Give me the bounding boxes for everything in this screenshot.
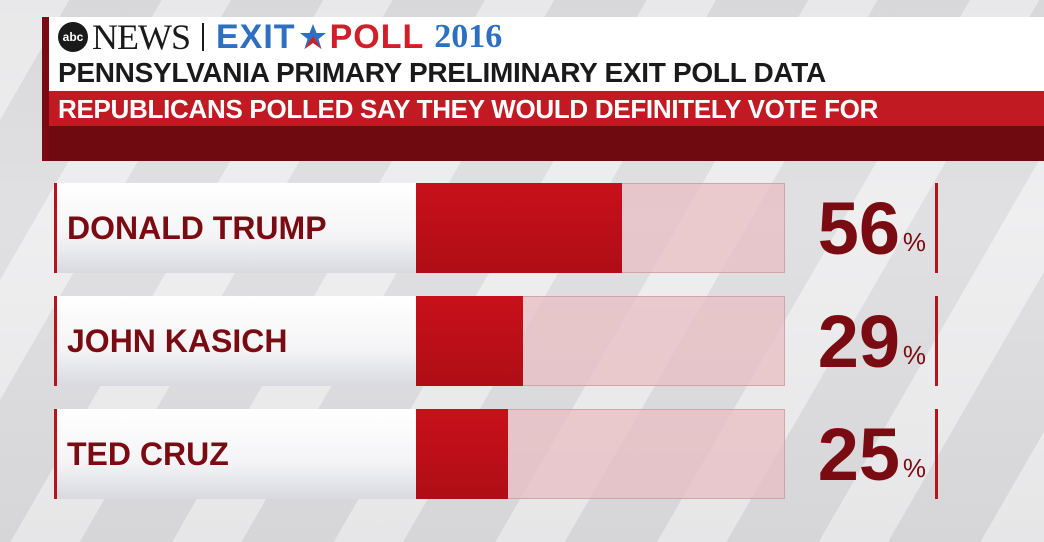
subtitle-bar: REPUBLICANS POLLED SAY THEY WOULD DEFINI… [49,91,1044,161]
bar-fill [416,183,622,273]
percent-value: 56 [817,187,900,270]
bar-row: DONALD TRUMP 56% [54,183,944,273]
poll-wordmark: POLL [329,18,425,56]
header-panel [42,17,1044,91]
percent-sign: % [902,453,926,483]
bar-fill [416,409,508,499]
chart-title: PENNSYLVANIA PRIMARY PRELIMINARY EXIT PO… [58,57,826,88]
chart-subtitle: REPUBLICANS POLLED SAY THEY WOULD DEFINI… [58,94,879,124]
percent-sign: % [902,340,926,370]
bar-row: TED CRUZ 25% [54,409,944,499]
percent-value: 25 [817,413,900,496]
percent-rule [935,183,938,273]
percent-rule [935,409,938,499]
percent-box: 56% [796,183,938,273]
percent-box: 29% [796,296,938,386]
abc-logo-icon: abc [58,22,88,52]
candidate-name: JOHN KASICH [67,323,288,359]
logo-divider [202,23,204,51]
candidate-name: DONALD TRUMP [67,210,327,246]
bar-row: JOHN KASICH 29% [54,296,944,386]
candidate-label-box: JOHN KASICH [54,296,416,386]
percent-rule [935,296,938,386]
star-icon [299,24,326,49]
header-accent-bar [42,17,49,161]
exit-poll-logo: abc NEWS EXIT POLL 2016 [58,19,502,55]
bar-fill [416,296,523,386]
percent-sign: % [902,227,926,257]
news-wordmark: NEWS [92,17,191,57]
percent-value: 29 [817,300,900,383]
year-wordmark: 2016 [434,18,503,55]
candidate-name: TED CRUZ [67,436,229,472]
candidate-label-box: DONALD TRUMP [54,183,416,273]
percent-box: 25% [796,409,938,499]
exit-wordmark: EXIT [216,18,296,56]
candidate-label-box: TED CRUZ [54,409,416,499]
graphic-header: abc NEWS EXIT POLL 2016 PENNSYLVANIA PRI… [42,17,1044,161]
